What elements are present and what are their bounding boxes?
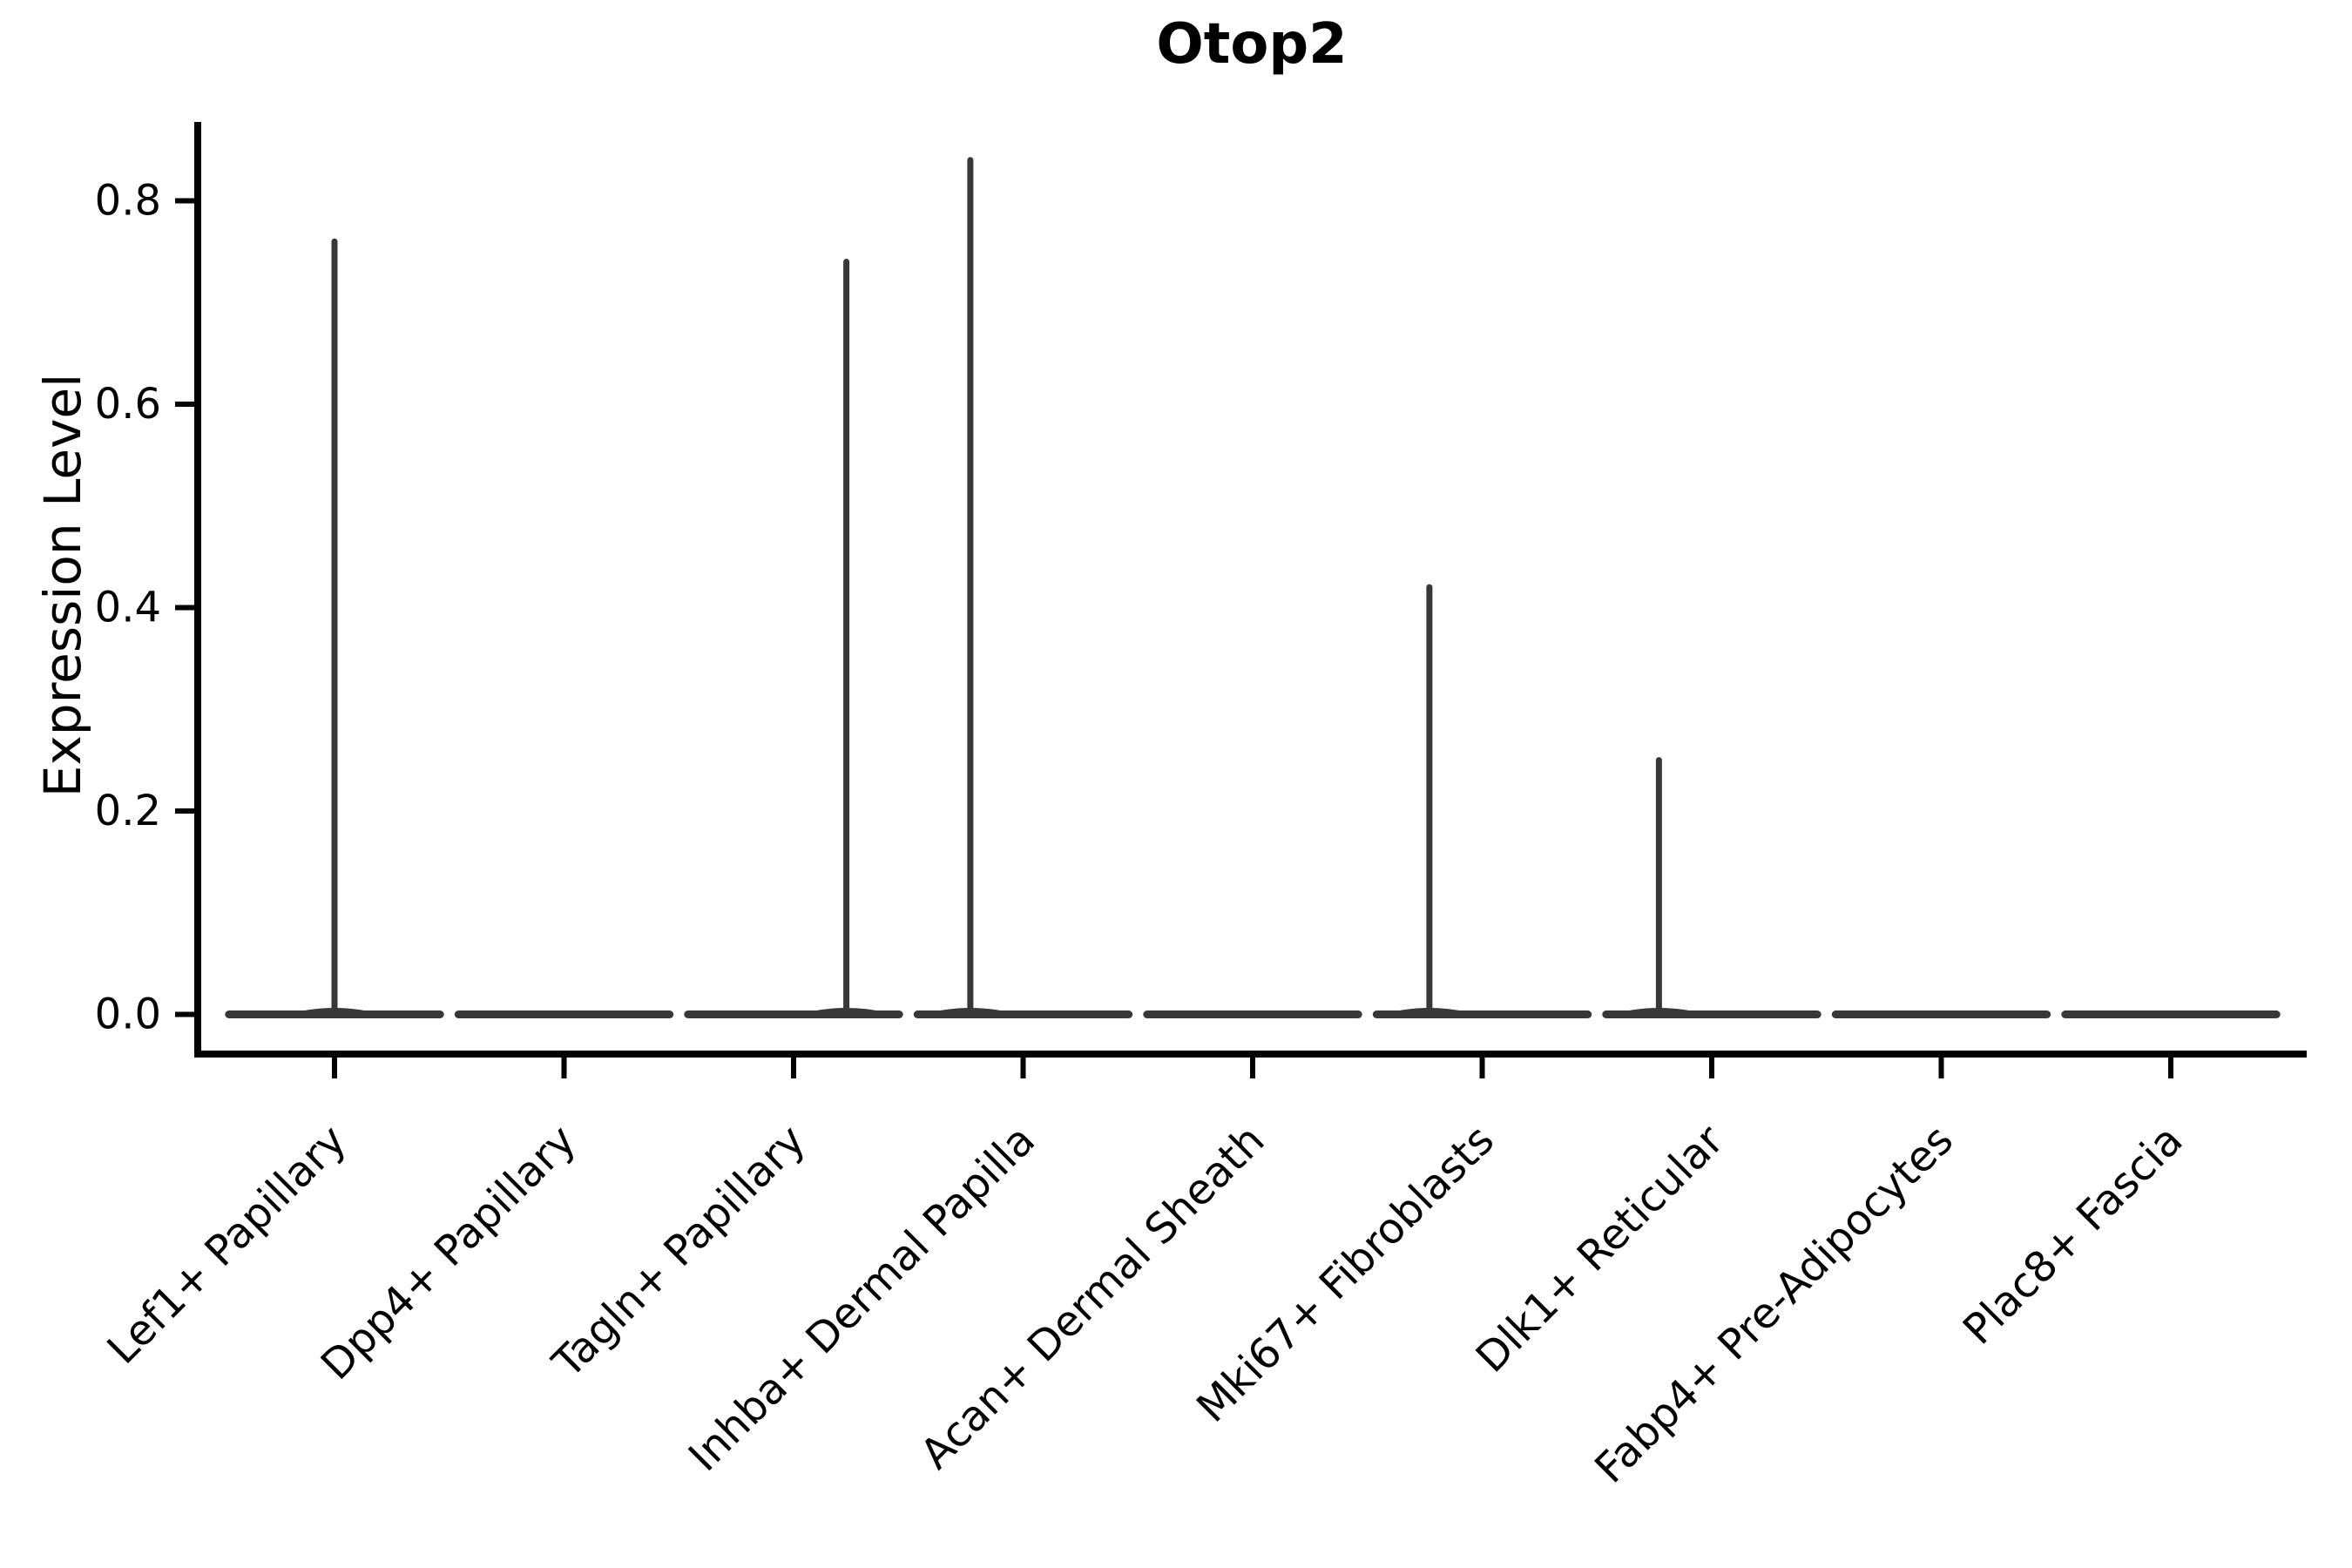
chart-title: Otop2: [1156, 12, 1348, 77]
x-tick-label: Plac8+ Fascia: [1954, 1116, 2193, 1355]
y-tick-label: 0.2: [95, 787, 161, 835]
x-tick-label: Dlk1+ Reticular: [1467, 1116, 1734, 1382]
y-tick-label: 0.6: [95, 380, 161, 429]
x-tick-label: Dpp4+ Papillary: [312, 1116, 585, 1389]
x-tick-label: Tagln+ Papillary: [543, 1116, 814, 1388]
x-tick-label: Lef1+ Papillary: [98, 1116, 356, 1374]
y-tick-label: 0.8: [95, 177, 161, 226]
y-tick-label: 0.4: [95, 584, 161, 632]
y-tick-label: 0.0: [95, 990, 161, 1039]
